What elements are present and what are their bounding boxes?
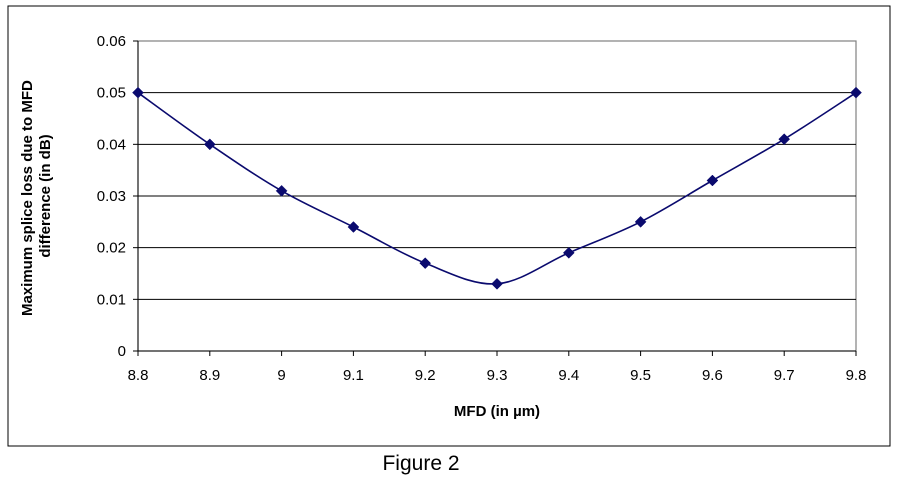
y-tick-label: 0.03	[97, 188, 126, 205]
y-tick-label: 0.05	[97, 85, 126, 102]
y-axis-title-line-2: difference (in dB)	[37, 134, 54, 257]
x-tick-label: 9.2	[415, 367, 436, 384]
series-group	[132, 86, 862, 290]
x-tick-label: 9.3	[487, 367, 508, 384]
x-tick-label: 9.5	[630, 367, 651, 384]
data-point-marker	[347, 221, 360, 233]
data-point-marker	[850, 86, 862, 99]
y-tick-label: 0.04	[97, 136, 126, 153]
y-tick-label: 0.02	[97, 240, 126, 257]
data-point-marker	[778, 133, 791, 146]
figure-caption: Figure 2	[382, 452, 460, 475]
x-tick-label: 9.1	[343, 367, 364, 384]
x-tick-label: 9.8	[846, 367, 867, 384]
data-point-marker	[275, 184, 288, 197]
x-axis-ticks: 8.8 8.9 9 9.1 9.2 9.3 9.4 9.5 9.6 9.7 9.8	[128, 351, 867, 384]
x-axis-title: MFD (in µm)	[454, 403, 540, 420]
y-axis-title-line-1: Maximum splice loss due to MFD	[19, 80, 36, 316]
data-point-marker	[419, 257, 432, 270]
x-tick-label: 9	[277, 367, 285, 384]
y-axis-title: Maximum splice loss due to MFD differenc…	[19, 76, 54, 316]
x-tick-label: 8.8	[128, 367, 149, 384]
data-point-marker	[562, 246, 575, 259]
x-tick-label: 9.7	[774, 367, 795, 384]
y-tick-label: 0	[118, 343, 126, 360]
data-point-marker	[634, 215, 647, 228]
x-tick-label: 9.4	[558, 367, 579, 384]
data-point-marker	[706, 174, 719, 187]
x-tick-label: 9.6	[702, 367, 723, 384]
y-axis-ticks: 0 0.01 0.02 0.03 0.04 0.05 0.06	[97, 33, 138, 360]
data-point-marker	[491, 277, 503, 290]
data-point-marker	[132, 86, 144, 99]
x-tick-label: 8.9	[199, 367, 220, 384]
y-tick-label: 0.01	[97, 291, 126, 308]
y-tick-label: 0.06	[97, 33, 126, 50]
grid-lines	[138, 92, 856, 300]
data-point-marker	[203, 138, 216, 151]
